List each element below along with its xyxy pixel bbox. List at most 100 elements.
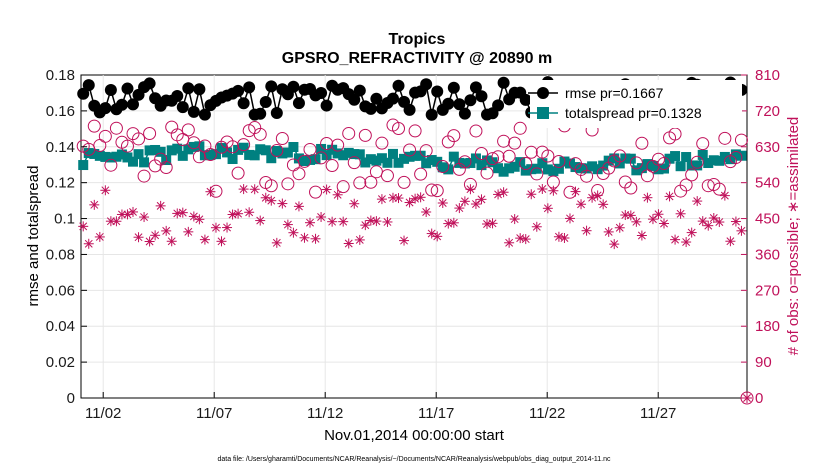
assimilated-obs-point bbox=[128, 206, 139, 217]
possible-obs-point bbox=[480, 166, 494, 180]
y-right-tick-label: 180 bbox=[755, 318, 780, 335]
possible-obs-point bbox=[253, 127, 267, 141]
possible-obs-point bbox=[508, 136, 522, 150]
possible-obs-point bbox=[734, 133, 748, 147]
assimilated-obs-point bbox=[393, 193, 404, 204]
assimilated-obs-point bbox=[670, 234, 681, 245]
possible-obs-point bbox=[392, 121, 406, 135]
asterisk-stroke bbox=[549, 186, 558, 195]
assimilated-obs-point bbox=[199, 234, 210, 245]
assimilated-obs-point bbox=[133, 232, 144, 243]
spread-point bbox=[631, 165, 642, 176]
spread-point bbox=[244, 149, 255, 160]
possible-obs-point bbox=[436, 160, 450, 174]
assimilated-obs-point bbox=[260, 192, 271, 203]
possible-obs-point bbox=[696, 137, 710, 151]
assimilated-obs-point bbox=[459, 196, 470, 207]
spread-point bbox=[316, 143, 327, 154]
assimilated-obs-point bbox=[470, 199, 481, 210]
assimilated-obs-point bbox=[531, 221, 542, 232]
spread-point bbox=[664, 153, 675, 164]
y-left-tick-label: 0.18 bbox=[46, 67, 75, 84]
spread-point bbox=[659, 163, 670, 174]
possible-obs-point bbox=[264, 179, 278, 193]
spread-point bbox=[459, 158, 470, 169]
assimilated-obs-point bbox=[482, 219, 493, 230]
asterisk-stroke bbox=[577, 200, 585, 209]
asterisk-stroke bbox=[184, 227, 193, 236]
possible-obs-point bbox=[524, 145, 538, 159]
asterisk-stroke bbox=[212, 223, 220, 232]
assimilated-obs-point bbox=[177, 207, 188, 218]
possible-obs-point bbox=[237, 138, 251, 152]
asterisk-stroke bbox=[538, 185, 547, 193]
possible-obs-point bbox=[314, 151, 328, 165]
spread-point bbox=[636, 163, 647, 174]
asterisk-stroke bbox=[449, 218, 458, 227]
assimilated-obs-point bbox=[83, 238, 94, 249]
possible-obs-point bbox=[718, 131, 732, 145]
possible-obs-point bbox=[474, 146, 488, 160]
y-right-tick-label: 90 bbox=[755, 354, 772, 371]
assimilated-obs-point bbox=[210, 222, 221, 233]
y-right-tick-label: 630 bbox=[755, 139, 780, 156]
assimilated-obs-point bbox=[553, 231, 564, 242]
spread-point bbox=[188, 141, 199, 152]
y-right-tick-label: 450 bbox=[755, 211, 780, 228]
asterisk-stroke bbox=[383, 218, 392, 226]
spread-point bbox=[448, 151, 459, 162]
spread-point bbox=[271, 146, 282, 157]
assimilated-obs-point bbox=[719, 190, 730, 201]
assimilated-obs-point bbox=[227, 209, 238, 220]
assimilated-obs-point bbox=[714, 217, 725, 228]
possible-obs-point bbox=[624, 181, 638, 195]
rmse-point bbox=[353, 84, 366, 97]
rmse-point bbox=[259, 96, 272, 109]
spread-point bbox=[255, 144, 266, 155]
asterisk-stroke bbox=[737, 226, 746, 235]
spread-point bbox=[681, 152, 692, 163]
plot-area bbox=[80, 74, 748, 399]
asterisk-stroke bbox=[195, 215, 204, 224]
x-tick-label: 11/22 bbox=[529, 405, 565, 422]
asterisk-stroke bbox=[151, 231, 160, 240]
spread-point bbox=[730, 149, 741, 160]
possible-obs-point bbox=[397, 175, 411, 189]
asterisk-stroke bbox=[610, 240, 619, 249]
assimilated-obs-point bbox=[332, 189, 343, 200]
possible-obs-point bbox=[375, 136, 389, 150]
assimilated-obs-point bbox=[338, 216, 349, 227]
assimilated-obs-point bbox=[454, 203, 465, 214]
rmse-point bbox=[348, 93, 361, 106]
asterisk-stroke bbox=[311, 234, 320, 243]
possible-obs-point bbox=[226, 140, 240, 154]
assimilated-obs-point bbox=[89, 199, 100, 210]
assimilated-obs-point bbox=[111, 216, 122, 227]
rmse-point bbox=[237, 97, 250, 110]
possible-obs-point bbox=[657, 157, 671, 171]
spread-point bbox=[504, 163, 515, 174]
asterisk-stroke bbox=[532, 222, 541, 231]
possible-obs-point bbox=[109, 121, 123, 135]
spread-point bbox=[675, 161, 686, 172]
asterisk-stroke bbox=[344, 239, 353, 248]
possible-obs-point bbox=[613, 149, 627, 163]
spread-point bbox=[437, 162, 448, 173]
y-left-axis-label: rmse and totalspread bbox=[25, 166, 42, 307]
spread-point bbox=[399, 153, 410, 164]
rmse-point bbox=[315, 87, 328, 100]
asterisk-stroke bbox=[566, 214, 574, 223]
rmse-point bbox=[270, 107, 283, 120]
y-left-tick-label: 0.12 bbox=[46, 175, 75, 192]
spread-point bbox=[670, 151, 681, 162]
rmse-point bbox=[176, 101, 189, 114]
asterisk-stroke bbox=[289, 228, 298, 237]
rmse-point bbox=[115, 98, 128, 111]
asterisk-stroke bbox=[682, 238, 691, 246]
spread-point bbox=[432, 156, 443, 167]
spread-point bbox=[708, 155, 719, 166]
possible-obs-point bbox=[469, 124, 483, 138]
spread-point bbox=[100, 151, 111, 162]
asterisk-stroke bbox=[261, 193, 270, 202]
y-right-tick-label: 540 bbox=[755, 175, 780, 192]
